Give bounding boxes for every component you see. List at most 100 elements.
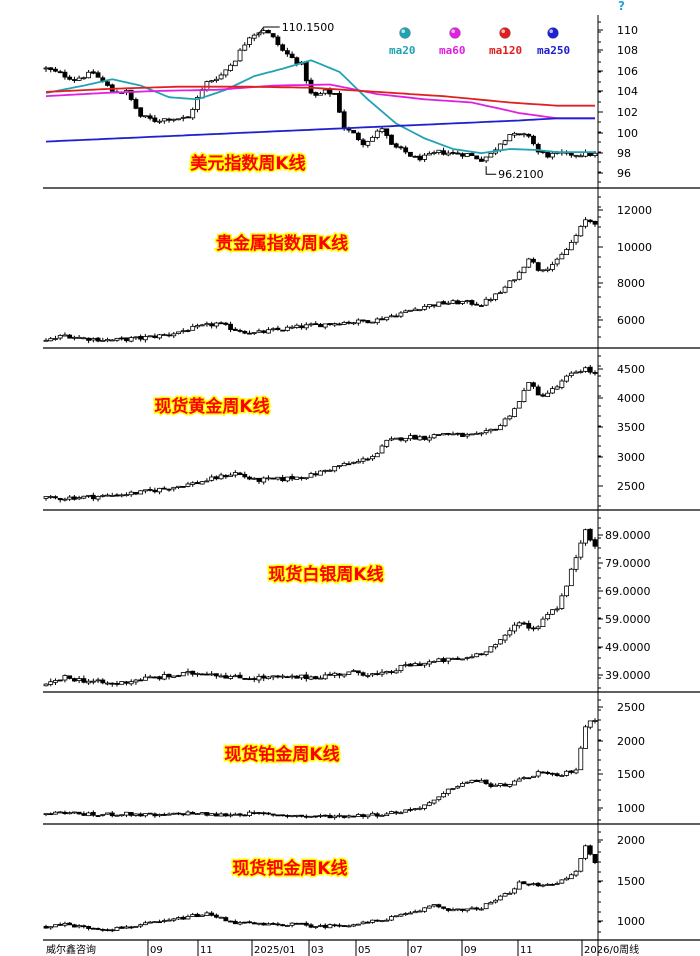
- candle-body: [199, 324, 205, 327]
- candle-body: [497, 292, 503, 295]
- candle-body: [190, 670, 196, 675]
- candle-body: [190, 812, 196, 815]
- candle-body: [374, 673, 380, 675]
- candle-body: [526, 623, 532, 629]
- candle-body: [398, 913, 404, 917]
- candle-body: [138, 679, 144, 682]
- candle-body: [95, 496, 101, 500]
- ma250-line: [45, 117, 595, 143]
- candle-body: [507, 892, 513, 895]
- ma20-line: [45, 59, 595, 155]
- candle-body: [280, 924, 286, 927]
- candle-body: [67, 496, 73, 500]
- candle-body: [512, 408, 517, 418]
- candle-body: [180, 916, 186, 920]
- legend-swatch: [399, 27, 411, 39]
- candle-body: [318, 677, 323, 680]
- candle-body: [550, 609, 555, 615]
- candle-body: [251, 678, 257, 680]
- candle-body: [554, 258, 560, 265]
- x-tick-label: 11: [200, 945, 213, 956]
- candle-body: [204, 323, 210, 326]
- candle-body: [531, 627, 536, 630]
- candle-body: [308, 323, 314, 326]
- candle-body: [76, 336, 82, 339]
- candle-body: [431, 304, 437, 307]
- candle-body: [521, 266, 527, 274]
- candle-body: [351, 130, 357, 134]
- panel-title: 现货铂金周K线: [224, 744, 339, 765]
- candle-body: [289, 476, 295, 480]
- y-tick-label: 49.0000: [605, 641, 651, 654]
- candle-body: [479, 158, 484, 162]
- candle-body: [100, 813, 106, 816]
- candle-body: [142, 676, 148, 681]
- candle-body: [516, 271, 522, 280]
- candle-body: [105, 929, 110, 932]
- candle-body: [266, 812, 271, 815]
- candle-body: [426, 802, 432, 806]
- candle-body: [256, 477, 262, 482]
- y-tick-label: 8000: [617, 277, 645, 290]
- candle-body: [284, 476, 290, 482]
- candle-body: [261, 812, 267, 815]
- candle-body: [62, 71, 68, 78]
- candle-body: [365, 814, 371, 818]
- candle-body: [266, 676, 271, 680]
- candle-body: [261, 675, 267, 679]
- candle-body: [161, 920, 167, 922]
- candle-body: [142, 489, 148, 492]
- candle-body: [147, 335, 153, 338]
- candle-body: [526, 883, 532, 886]
- candle-body: [417, 663, 423, 667]
- candle-body: [157, 921, 162, 924]
- candle-body: [460, 153, 465, 157]
- candle-body: [266, 477, 271, 480]
- candle-body: [303, 477, 309, 480]
- candle-body: [109, 495, 115, 497]
- y-tick-label: 1000: [617, 915, 645, 928]
- candle-body: [540, 269, 546, 272]
- candle-body: [568, 874, 574, 880]
- candle-body: [247, 37, 252, 45]
- candle-body: [516, 778, 522, 782]
- legend-ma20: ma20: [389, 27, 416, 57]
- candle-body: [351, 815, 357, 818]
- candle-body: [322, 323, 328, 328]
- candle-body: [512, 888, 517, 894]
- x-tick-label: 2026/0周线: [584, 943, 639, 956]
- candle-body: [275, 327, 281, 331]
- candle-body: [346, 925, 352, 928]
- candle-body: [180, 486, 186, 488]
- candle-body: [403, 809, 409, 813]
- candle-body: [493, 784, 499, 787]
- candle-body: [232, 813, 238, 816]
- candle-body: [71, 811, 77, 814]
- candle-body: [86, 494, 91, 497]
- candle-body: [195, 482, 200, 485]
- candle-body: [299, 674, 304, 679]
- candle-body: [512, 132, 517, 136]
- candle-body: [133, 99, 139, 109]
- candle-body: [573, 371, 579, 374]
- candle-body: [318, 470, 323, 476]
- candle-body: [62, 498, 68, 501]
- candle-body: [389, 315, 394, 318]
- candle-body: [583, 845, 588, 859]
- candle-body: [124, 494, 129, 497]
- candle-body: [516, 401, 522, 409]
- candle-body: [81, 813, 87, 816]
- candle-body: [337, 814, 342, 817]
- candle-body: [90, 927, 96, 930]
- candle-body: [232, 472, 238, 476]
- candle-body: [360, 672, 366, 676]
- candle-body: [441, 658, 446, 662]
- candle-body: [313, 92, 319, 96]
- candle-body: [270, 675, 276, 678]
- candle-body: [138, 490, 144, 495]
- candle-body: [308, 676, 314, 680]
- candle-body: [578, 542, 584, 558]
- candle-body: [445, 657, 451, 662]
- y-tick-label: 2500: [617, 701, 645, 714]
- candle-body: [81, 77, 87, 80]
